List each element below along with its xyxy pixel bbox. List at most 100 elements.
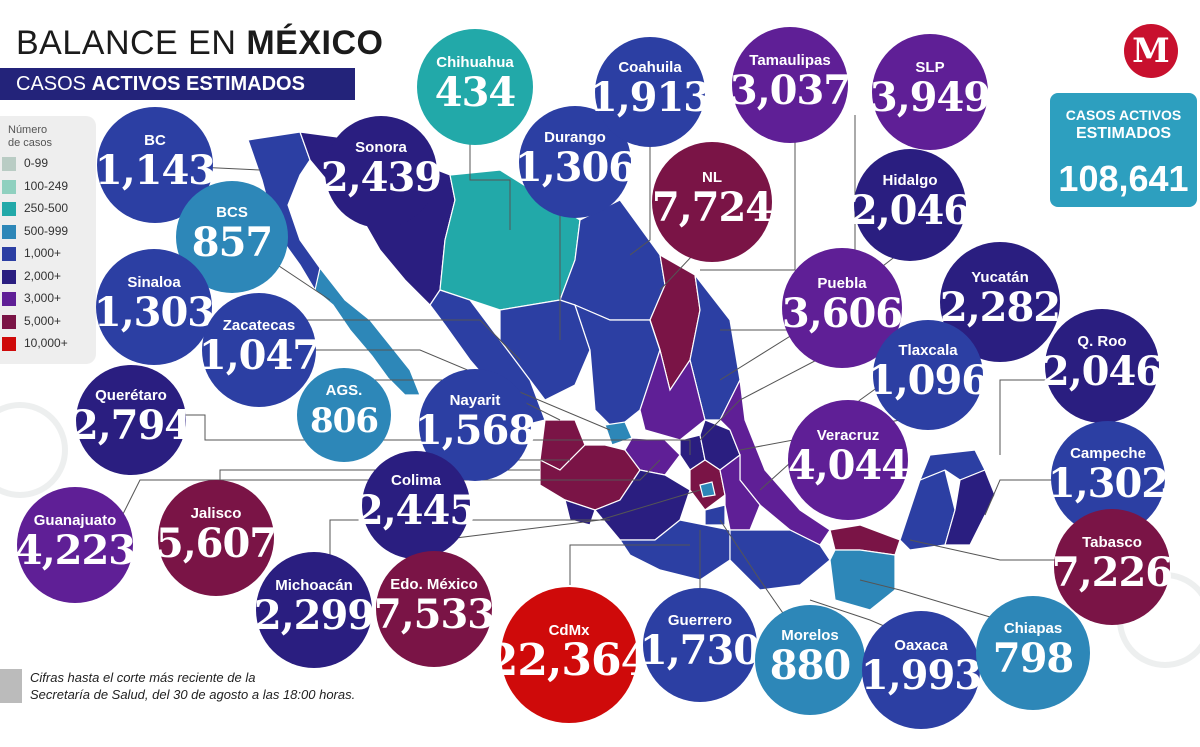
legend-label: 1,000+ — [24, 246, 62, 260]
state-value: 2,282 — [939, 284, 1061, 331]
state-value: 1,730 — [639, 627, 761, 674]
state-name: Chihuahua — [436, 54, 514, 71]
legend-item: 3,000+ — [0, 289, 96, 307]
state-name: Michoacán — [275, 577, 353, 594]
state-bubble: Querétaro 2,794 — [71, 365, 192, 475]
state-value: 1,913 — [589, 74, 711, 121]
state-name: Guanajuato — [33, 512, 117, 529]
legend-swatch — [2, 269, 16, 284]
state-name: Zacatecas — [222, 317, 296, 334]
state-name: Coahuila — [618, 59, 682, 76]
legend-swatch — [2, 179, 16, 194]
state-name: SLP — [915, 59, 945, 76]
state-bubble: Coahuila 1,913 — [590, 37, 711, 147]
state-name: BC — [144, 132, 166, 149]
state-bubble: Morelos 880 — [755, 605, 865, 715]
state-name: Tamaulipas — [749, 52, 831, 69]
state-name: Q. Roo — [1077, 333, 1127, 350]
legend-label: 500-999 — [24, 223, 69, 238]
map-state-durango — [499, 299, 591, 401]
state-value: 2,445 — [355, 487, 477, 534]
legend-item: 0-99 — [0, 154, 96, 172]
legend-swatch — [2, 247, 16, 261]
state-value: 434 — [434, 69, 516, 116]
state-bubble: BC 1,143 — [94, 107, 216, 223]
footnote-line1: Cifras hasta el corte más reciente de la — [30, 670, 256, 685]
state-name: Edo. México — [390, 576, 478, 593]
state-name: Morelos — [781, 627, 839, 644]
legend-item: 5,000+ — [0, 312, 96, 330]
state-name: AGS. — [325, 382, 363, 399]
legend-title-line2: de casos — [8, 137, 53, 149]
legend-label: 5,000+ — [24, 313, 62, 328]
state-name: Hidalgo — [882, 172, 938, 189]
state-name: Jalisco — [190, 505, 242, 522]
state-name: NL — [702, 169, 722, 186]
legend-title: Número de casos — [8, 124, 52, 150]
state-bubble: Guerrero 1,730 — [639, 588, 761, 702]
legend-swatch — [2, 314, 16, 329]
state-value: 880 — [769, 642, 851, 689]
map-state-colima — [564, 499, 596, 526]
state-value: 7,226 — [1051, 549, 1173, 596]
state-bubble: Jalisco 5,607 — [156, 480, 277, 596]
state-value: 806 — [310, 401, 379, 441]
state-value: 1,303 — [93, 289, 215, 336]
state-bubble: NL 7,724 — [651, 142, 773, 262]
state-bubble: CdMx 22,364 — [488, 587, 651, 723]
legend-swatch — [2, 292, 16, 306]
footnote-line2: Secretaría de Salud, del 30 de agosto a … — [30, 687, 356, 702]
state-name: Oaxaca — [894, 637, 948, 654]
total-value: 108,641 — [1058, 158, 1189, 199]
legend-item: 250-500 — [0, 199, 96, 217]
legend-item: 500-999 — [0, 222, 96, 240]
legend-item: 2,000+ — [0, 267, 96, 285]
map-state-slp — [639, 319, 706, 441]
state-name: Colima — [390, 472, 441, 489]
state-bubble: Sinaloa 1,303 — [93, 249, 215, 365]
total-label-line2: ESTIMADOS — [1075, 125, 1172, 142]
state-value: 3,949 — [869, 74, 991, 121]
state-value: 1,143 — [94, 147, 216, 194]
state-bubble: AGS. 806 — [297, 368, 391, 462]
state-name: Veracruz — [816, 427, 880, 444]
state-value: 2,794 — [70, 402, 192, 449]
state-bubble: Sonora 2,439 — [321, 116, 442, 228]
state-name: Puebla — [817, 275, 867, 292]
legend-swatch — [2, 224, 16, 239]
state-value: 2,299 — [253, 592, 375, 639]
state-bubble: Michoacán 2,299 — [253, 552, 375, 668]
state-bubble: Durango 1,306 — [515, 106, 636, 218]
state-value: 857 — [191, 219, 273, 266]
state-bubble: Zacatecas 1,047 — [198, 293, 320, 407]
state-bubble: Veracruz 4,044 — [788, 400, 909, 520]
total-label-line1: CASOS ACTIVOS — [1065, 107, 1182, 123]
state-bubble: Tlaxcala 1,096 — [868, 320, 989, 430]
map-state-chiapas — [829, 549, 896, 611]
state-value: 2,439 — [320, 154, 442, 201]
footnote: Cifras hasta el corte más reciente de la… — [30, 669, 355, 703]
legend-label: 100-249 — [24, 178, 69, 193]
state-value: 1,047 — [198, 332, 320, 379]
state-bubble: Chihuahua 434 — [417, 29, 533, 145]
legend-label: 2,000+ — [24, 268, 62, 283]
state-bubble: Hidalgo 2,046 — [850, 149, 971, 261]
state-value: 7,724 — [651, 184, 773, 231]
state-value: 1,306 — [514, 144, 636, 191]
state-bubble: Oaxaca 1,993 — [861, 611, 982, 729]
state-value: 22,364 — [487, 635, 651, 686]
state-name: Guerrero — [667, 612, 733, 629]
legend-label: 10,000+ — [24, 336, 68, 350]
title-bold: MÉXICO — [246, 24, 384, 62]
legend-label: 250-500 — [24, 201, 69, 215]
state-value: 3,037 — [729, 67, 851, 114]
state-value: 1,302 — [1047, 460, 1169, 507]
legend-item: 100-249 — [0, 177, 96, 195]
state-bubble: Colima 2,445 — [356, 451, 477, 559]
state-bubble: Tabasco 7,226 — [1051, 509, 1173, 625]
state-bubble: SLP 3,949 — [869, 34, 991, 150]
state-name: Durango — [544, 129, 606, 146]
total-cases-box: CASOS ACTIVOS ESTIMADOS 108,641 — [1050, 93, 1197, 207]
state-bubble: Edo. México 7,533 — [374, 551, 495, 667]
